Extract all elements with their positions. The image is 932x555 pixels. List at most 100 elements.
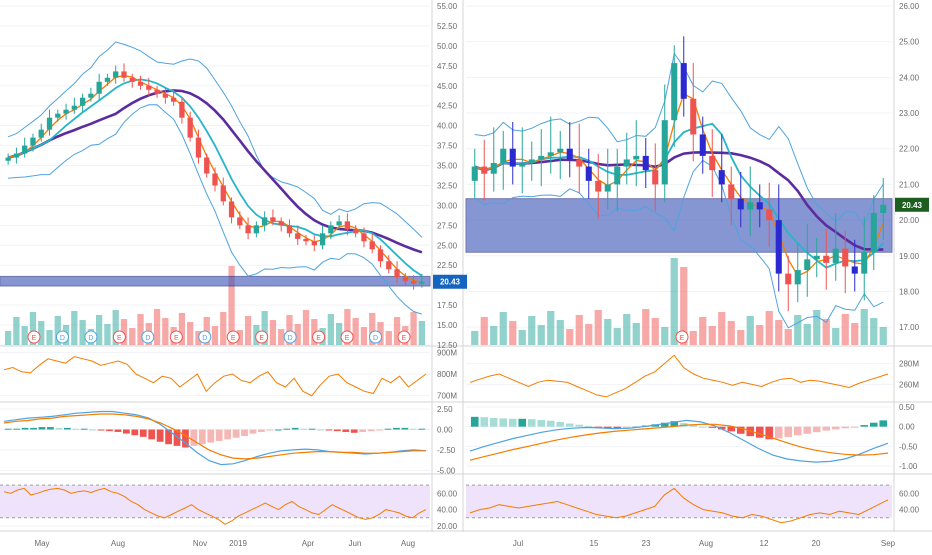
left-event-label: E <box>402 335 407 342</box>
right-bollinger-upper <box>474 52 884 228</box>
left-x-tick-label: Aug <box>111 539 125 548</box>
left-macd-bar <box>291 427 299 430</box>
left-candle <box>419 281 425 284</box>
left-volume-bar <box>38 321 45 345</box>
left-volume-bar <box>286 315 293 345</box>
left-macd-bar <box>198 429 206 445</box>
right-volume-bar <box>841 314 849 345</box>
left-volume-bar <box>13 317 20 345</box>
right-volume-bar <box>870 318 878 345</box>
left-price-tick-label: 45.00 <box>437 82 458 91</box>
right-candle <box>481 166 488 174</box>
right-price-tick-label: 18.00 <box>899 287 920 296</box>
right-macd-bar <box>831 426 840 430</box>
right-macd-bar <box>508 418 517 427</box>
right-price-tick-label: 25.00 <box>899 38 920 47</box>
right-candle <box>766 209 773 221</box>
left-grid-macd <box>0 408 430 471</box>
left-candle <box>303 238 309 242</box>
right-volume-bar <box>680 267 688 345</box>
left-candle <box>253 225 260 234</box>
left-event-marker <box>226 330 240 344</box>
right-volume-bar <box>480 317 488 345</box>
right-volume-bar <box>604 319 612 345</box>
left-volume-bar <box>311 319 318 345</box>
left-candle <box>30 137 36 146</box>
left-macd-bar <box>401 427 409 430</box>
right-macd-bar <box>480 417 489 427</box>
right-price-tick-label: 22.00 <box>899 145 920 154</box>
right-ma-slow <box>474 150 884 251</box>
right-macd-bar <box>518 418 527 427</box>
right-macd-tick-label: 0.00 <box>899 423 915 432</box>
right-last-price-badge <box>895 197 929 212</box>
right-rsi-tick-label: 40.00 <box>899 506 920 515</box>
right-candle <box>880 204 887 213</box>
left-price-tick-label: 17.50 <box>437 301 458 310</box>
left-candle <box>154 89 160 94</box>
right-candle <box>576 159 583 167</box>
left-event-marker <box>112 330 126 344</box>
left-macd-bar <box>47 427 54 430</box>
right-price-tick-label: 20.00 <box>899 216 920 225</box>
left-price-tick-label: 52.50 <box>437 22 458 31</box>
left-volume-bar <box>418 321 426 345</box>
right-candle <box>775 220 782 274</box>
left-volume-bar <box>278 329 285 345</box>
left-event-label: D <box>373 335 378 342</box>
left-candle <box>270 217 276 222</box>
left-macd-bar <box>249 429 257 434</box>
right-x-tick-label: Sep <box>881 539 896 548</box>
left-volume-bar <box>360 327 368 345</box>
left-volume-bar <box>236 330 243 345</box>
right-volume-bar <box>585 324 593 345</box>
right-grid-macd <box>466 406 892 467</box>
left-macd-bar <box>139 429 147 437</box>
right-macd-tick-label: -0.50 <box>899 442 918 451</box>
left-event-marker <box>283 330 297 344</box>
left-volume-bar <box>137 314 144 345</box>
left-candle <box>104 77 111 82</box>
left-rsi-line <box>3 487 427 525</box>
right-macd-bar <box>556 421 565 427</box>
left-candle <box>63 109 69 114</box>
left-candle <box>286 225 293 234</box>
right-volume-bar <box>509 321 517 345</box>
right-macd-bar <box>670 421 679 427</box>
right-candle <box>500 148 507 164</box>
right-volume-bar <box>528 316 536 345</box>
right-volume-bar <box>613 328 621 345</box>
right-volume-bar <box>594 310 602 345</box>
right-volume-bar <box>775 320 783 345</box>
left-event-marker <box>340 330 354 344</box>
left-price-tick-label: 37.50 <box>437 142 458 151</box>
left-macd-bar <box>232 429 240 438</box>
right-macd-bar <box>660 422 669 427</box>
right-price-tick-label: 24.00 <box>899 73 920 82</box>
left-candle <box>295 233 301 239</box>
left-volume-bar <box>54 316 61 345</box>
right-volume-oscillator-line <box>469 354 889 398</box>
left-macd-bar <box>30 427 37 430</box>
right-macd-bar <box>727 426 736 432</box>
left-candle <box>113 71 119 78</box>
right-candle <box>623 159 630 167</box>
left-x-tick-label: Aug <box>401 539 415 548</box>
right-candle <box>690 98 697 135</box>
right-volume-bar <box>499 312 507 345</box>
right-candle <box>471 166 478 181</box>
left-candle <box>237 217 243 226</box>
left-macd-bar <box>266 429 274 431</box>
left-event-marker <box>169 330 183 344</box>
left-macd-bar <box>215 429 223 441</box>
left-candle <box>55 113 61 118</box>
left-macd-bar <box>63 427 71 430</box>
right-volume-bar <box>670 258 678 345</box>
right-volume-bar <box>689 331 697 345</box>
left-volume-bar <box>178 313 186 345</box>
left-macd-bar <box>317 429 324 431</box>
right-candle <box>718 170 725 185</box>
right-volume-bar <box>756 325 764 345</box>
left-macd-bar <box>4 428 12 430</box>
